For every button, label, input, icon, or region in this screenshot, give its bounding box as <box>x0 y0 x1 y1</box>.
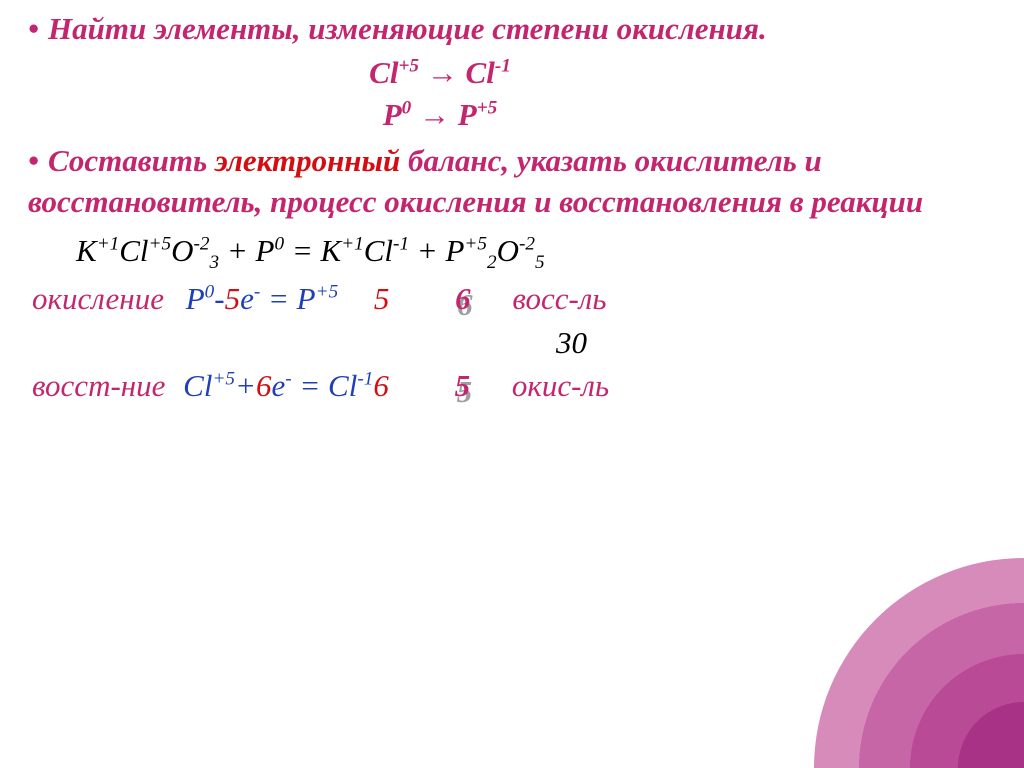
ox-l: P <box>186 281 205 316</box>
rd-eq: = <box>292 368 328 403</box>
rd-ls: +5 <box>212 369 235 390</box>
reduction-row: восст-ние Cl+5+6e- = Cl-16 5 5 окис-ль <box>32 364 1004 407</box>
hr-cl-l: Cl <box>369 55 398 90</box>
half-reactions-2: P0 → P+5 <box>60 94 820 136</box>
eqK: K <box>76 233 97 268</box>
ox-role: восс-ль <box>512 281 606 316</box>
eqKs: +1 <box>97 234 120 255</box>
eqP2s: +5 <box>464 234 487 255</box>
hr-cl-r-sup: -1 <box>495 56 511 77</box>
eqp1: + <box>219 233 255 268</box>
eqOsub: 3 <box>210 252 220 273</box>
eqP2: P <box>445 233 464 268</box>
ox-ls: 0 <box>205 282 215 303</box>
ox-eq: = <box>260 281 296 316</box>
eqK2s: +1 <box>341 234 364 255</box>
ox-r: P <box>297 281 316 316</box>
bullet-1: •Найти элементы, изменяющие степени окис… <box>28 8 1004 50</box>
bullet-2: •Составить электронный баланс, указать о… <box>28 140 1004 224</box>
eqK2: K <box>321 233 342 268</box>
rd-6: 6 <box>256 368 272 403</box>
rd-e: e <box>271 368 285 403</box>
eqO2s: -2 <box>519 234 535 255</box>
rd-role: окис-ль <box>512 368 609 403</box>
eqeq: = <box>284 233 320 268</box>
eqCl: Cl <box>119 233 148 268</box>
half-reactions: Cl+5 → Cl-1 <box>60 52 820 94</box>
rd-plus: + <box>235 368 256 403</box>
eqO2: O <box>497 233 519 268</box>
eqCl2s: -1 <box>393 234 409 255</box>
hr-cl-r: Cl <box>466 55 495 90</box>
oxidation-row: окисление P0-5e- = P+5 5 6 6 восс-ль <box>32 277 1004 320</box>
oxid-label: окисление <box>32 281 164 316</box>
hr-arrow1: → <box>419 55 466 90</box>
decorative-corner <box>814 558 1024 768</box>
hr-cl-l-sup: +5 <box>398 56 419 77</box>
eqO2sub: 5 <box>535 252 545 273</box>
b2-highlight: электронный <box>215 143 400 178</box>
ox-rs: +5 <box>316 282 339 303</box>
hr-p-r-sup: +5 <box>477 97 498 118</box>
red-label: восст-ние <box>32 368 165 403</box>
ox-min: - <box>214 281 224 316</box>
hr-p-r: P <box>458 97 477 132</box>
thirty-row: 30 <box>56 321 1004 364</box>
rd-rs: -1 <box>357 369 373 390</box>
thirty: 30 <box>556 321 587 364</box>
b2-prefix: Составить <box>48 143 215 178</box>
eqP2sub: 2 <box>487 252 497 273</box>
eqCls: +5 <box>149 234 172 255</box>
ox-6: 6 <box>455 281 471 316</box>
ox-col5: 5 <box>374 281 390 316</box>
chemistry-slide: •Найти элементы, изменяющие степени окис… <box>0 0 1024 768</box>
full-equation: K+1Cl+5O-23 + P0 = K+1Cl-1 + P+52O-25 <box>76 229 1004 277</box>
rd-r: Cl <box>328 368 357 403</box>
rd-l: Cl <box>183 368 212 403</box>
rd-extra6: 6 <box>373 368 389 403</box>
eqCl2: Cl <box>364 233 393 268</box>
hr-arrow2: → <box>411 97 458 132</box>
eqPs: 0 <box>274 234 284 255</box>
ox-e: e <box>240 281 254 316</box>
hr-p-l: P <box>383 97 402 132</box>
hr-p-l-sup: 0 <box>402 97 412 118</box>
eqO: O <box>171 233 193 268</box>
ox-5: 5 <box>225 281 241 316</box>
eqP: P <box>256 233 275 268</box>
eqOs: -2 <box>194 234 210 255</box>
bullet-1-text: Найти элементы, изменяющие степени окисл… <box>48 11 767 46</box>
eqp2: + <box>409 233 445 268</box>
rd-5: 5 <box>455 368 471 403</box>
